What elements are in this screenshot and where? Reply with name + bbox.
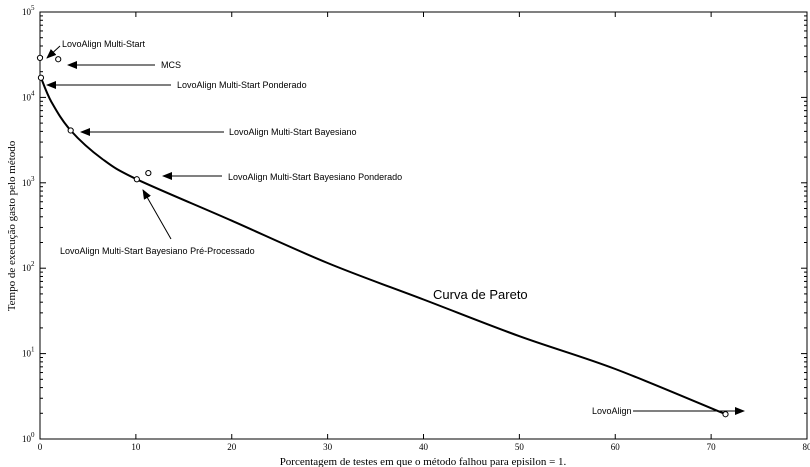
data-point <box>145 169 152 177</box>
y-tick-label: 104 <box>22 89 35 102</box>
data-point <box>37 74 45 81</box>
y-tick-label: 105 <box>22 4 35 17</box>
x-tick-label: 40 <box>419 442 429 452</box>
x-tick-label: 50 <box>515 442 525 452</box>
y-tick-label: 103 <box>22 175 35 188</box>
annotation-arrow <box>46 45 61 59</box>
x-tick-label: 80 <box>803 442 810 452</box>
pareto-curve-label: Curva de Pareto <box>433 287 528 302</box>
y-tick-label: 102 <box>22 260 35 273</box>
x-tick-label: 20 <box>227 442 237 452</box>
annotation-arrow <box>142 189 172 240</box>
x-tick-label: 60 <box>611 442 621 452</box>
data-point <box>722 411 729 418</box>
annotation-label: LovoAlign Multi-Start <box>62 39 146 49</box>
annotation-label: LovoAlign Multi-Start Bayesiano Ponderad… <box>228 172 402 182</box>
x-tick-label: 70 <box>707 442 717 452</box>
annotations: LovoAlign Multi-Start MCS LovoAlign Multi-… <box>46 39 745 416</box>
y-tick-label: 100 <box>22 431 35 444</box>
annotation-label: MCS <box>161 60 181 70</box>
y-axis-ticks: 100 101 102 103 104 105 <box>22 4 807 444</box>
x-tick-label: 0 <box>38 442 43 452</box>
annotation-label: LovoAlign <box>592 406 632 416</box>
y-axis-label: Tempo de execução gasto pelo método <box>6 140 18 311</box>
data-point <box>55 56 62 63</box>
data-point <box>133 176 140 183</box>
data-point <box>36 54 44 62</box>
annotation-label: LovoAlign Multi-Start Bayesiano Pré-Proc… <box>60 246 255 256</box>
annotation-label: LovoAlign Multi-Start Ponderado <box>177 80 307 90</box>
x-tick-label: 10 <box>131 442 141 452</box>
annotation-label: LovoAlign Multi-Start Bayesiano <box>229 127 357 137</box>
plot-frame <box>39 11 808 440</box>
data-points <box>36 54 729 418</box>
x-tick-label: 30 <box>323 442 333 452</box>
x-axis-label: Porcentagem de testes em que o método fa… <box>280 456 567 467</box>
data-point <box>67 127 74 134</box>
y-tick-label: 101 <box>22 346 35 359</box>
x-axis-ticks: 0 10 20 30 40 50 60 70 80 <box>38 12 810 452</box>
